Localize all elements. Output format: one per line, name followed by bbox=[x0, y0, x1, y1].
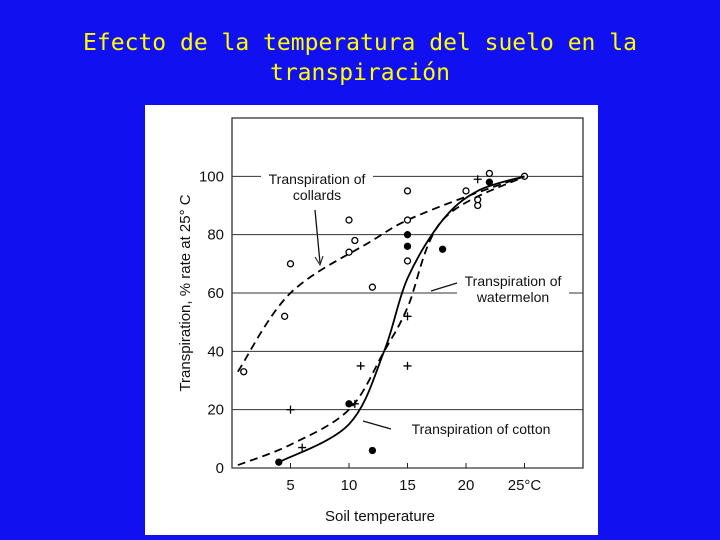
series-annotation: Transpiration of watermelon bbox=[457, 273, 569, 305]
dot-marker bbox=[368, 446, 377, 455]
circle-marker bbox=[240, 368, 248, 376]
arrow bbox=[314, 209, 321, 264]
circle-marker bbox=[403, 257, 412, 265]
plus-marker bbox=[473, 175, 482, 184]
plus-marker bbox=[286, 405, 295, 414]
dot-marker bbox=[403, 231, 412, 239]
x-tick-label: 15 bbox=[399, 477, 416, 494]
chart-panel: Soil temperature Transpiration, % rate a… bbox=[145, 105, 598, 535]
x-tick-label: 5 bbox=[286, 477, 294, 494]
dot-marker bbox=[275, 458, 283, 466]
dot-marker bbox=[485, 178, 494, 186]
series-annotation: Transpiration of collards bbox=[261, 171, 373, 203]
arrow bbox=[362, 420, 392, 430]
plus-marker bbox=[298, 443, 307, 452]
series-curve bbox=[278, 175, 525, 463]
x-tick-label: 20 bbox=[458, 477, 475, 494]
circle-marker bbox=[345, 248, 353, 256]
slide-title: Efecto de la temperatura del suelo en la… bbox=[83, 30, 637, 86]
y-tick-label: 20 bbox=[207, 402, 224, 419]
y-tick-label: 60 bbox=[207, 285, 224, 302]
circle-marker bbox=[280, 312, 289, 320]
x-axis-label: Soil temperature bbox=[325, 508, 435, 525]
circle-marker bbox=[368, 283, 377, 291]
dot-marker bbox=[403, 242, 412, 250]
circle-marker bbox=[462, 187, 470, 195]
plus-marker bbox=[356, 361, 365, 370]
y-tick-label: 0 bbox=[216, 460, 224, 477]
dot-marker bbox=[438, 245, 447, 253]
plus-marker bbox=[403, 361, 412, 370]
x-tick-label: 25°C bbox=[508, 477, 542, 494]
circle-marker bbox=[474, 201, 482, 210]
y-tick-label: 80 bbox=[207, 227, 224, 244]
y-tick-label: 100 bbox=[199, 168, 224, 185]
series-curve bbox=[237, 175, 525, 466]
plus-marker bbox=[403, 312, 412, 321]
x-tick-label: 10 bbox=[341, 477, 358, 494]
arrow-head bbox=[314, 255, 324, 267]
arrow bbox=[430, 282, 458, 292]
circle-marker bbox=[403, 187, 412, 195]
circle-marker bbox=[286, 260, 295, 268]
circle-marker bbox=[345, 216, 353, 224]
circle-marker bbox=[351, 236, 359, 245]
chart: Soil temperature Transpiration, % rate a… bbox=[177, 117, 584, 525]
y-axis-label: Transpiration, % rate at 25° C bbox=[177, 194, 194, 391]
plus-marker bbox=[350, 399, 359, 408]
circle-marker bbox=[403, 216, 412, 224]
circle-marker bbox=[485, 169, 494, 178]
y-tick-label: 40 bbox=[207, 343, 224, 360]
series-annotation: Transpiration of cotton bbox=[391, 421, 571, 437]
